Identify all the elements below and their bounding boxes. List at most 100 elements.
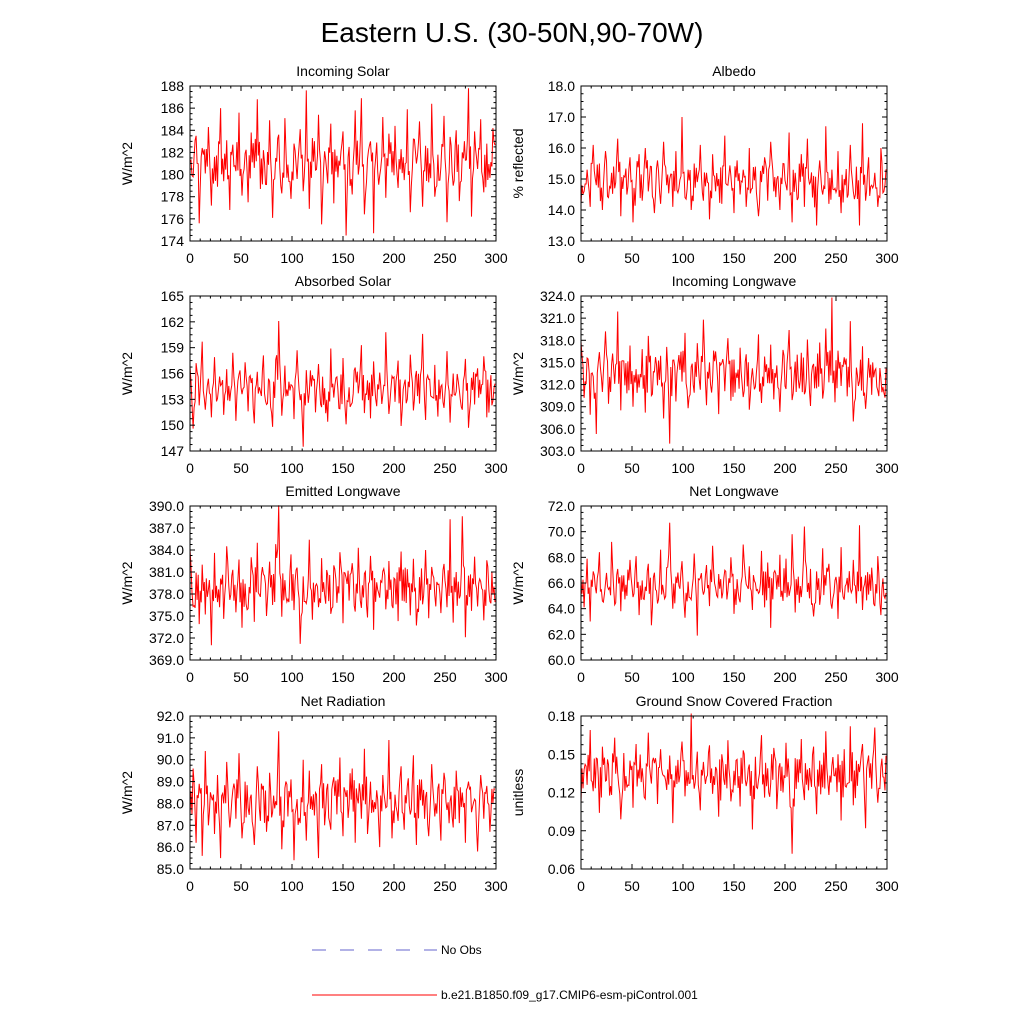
- xtick-label-ground-snow-covered-fraction: 200: [773, 878, 797, 894]
- panel-ground-snow-covered-fraction: Ground Snow Covered Fraction unitless 0 50 1…: [510, 693, 899, 894]
- xtick-label-incoming-solar: 50: [233, 250, 249, 266]
- series-line-net-longwave: [580, 522, 887, 636]
- xtick-label-absorbed-solar: 0: [186, 460, 194, 476]
- xtick-label-incoming-solar: 250: [433, 250, 457, 266]
- ytick-label-net-radiation: 89.0: [157, 774, 184, 790]
- ytick-label-absorbed-solar: 147: [161, 443, 185, 459]
- xtick-label-net-longwave: 250: [824, 669, 848, 685]
- ytick-label-incoming-solar: 186: [161, 100, 185, 116]
- figure-title: Eastern U.S. (30-50N,90-70W): [321, 17, 704, 48]
- xtick-label-incoming-solar: 100: [280, 250, 304, 266]
- panel-ylabel-ground-snow-covered-fraction: unitless: [510, 769, 526, 816]
- plot-frame-net-radiation: [189, 715, 497, 870]
- xtick-label-net-longwave: 50: [624, 669, 640, 685]
- ytick-label-emitted-longwave: 390.0: [149, 498, 184, 514]
- ytick-label-emitted-longwave: 378.0: [149, 586, 184, 602]
- ytick-label-net-longwave: 64.0: [548, 601, 575, 617]
- panels-group: Incoming Solar W/m^2 0 50 100 150 200 250 300 174…: [119, 63, 899, 894]
- ytick-label-emitted-longwave: 387.0: [149, 520, 184, 536]
- ytick-label-albedo: 15.0: [548, 171, 575, 187]
- xtick-label-emitted-longwave: 50: [233, 669, 249, 685]
- ytick-label-absorbed-solar: 156: [161, 366, 185, 382]
- xtick-label-ground-snow-covered-fraction: 0: [577, 878, 585, 894]
- ytick-label-ground-snow-covered-fraction: 0.09: [548, 823, 575, 839]
- xtick-label-absorbed-solar: 50: [233, 460, 249, 476]
- xtick-label-incoming-longwave: 0: [577, 460, 585, 476]
- legend-label-model: b.e21.B1850.f09_g17.CMIP6-esm-piControl.…: [441, 988, 698, 1002]
- panel-incoming-longwave: Incoming Longwave W/m^2 0 50 100 150 200 250 300…: [510, 273, 899, 476]
- ytick-label-net-longwave: 72.0: [548, 498, 575, 514]
- ytick-label-net-radiation: 90.0: [157, 752, 184, 768]
- xtick-label-albedo: 0: [577, 250, 585, 266]
- ytick-label-emitted-longwave: 384.0: [149, 542, 184, 558]
- ytick-label-net-longwave: 62.0: [548, 626, 575, 642]
- ytick-label-albedo: 17.0: [548, 109, 575, 125]
- panel-net-longwave: Net Longwave W/m^2 0 50 100 150 200 250 300 60.0 6…: [510, 483, 899, 685]
- series-line-ground-snow-covered-fraction: [580, 713, 887, 854]
- ytick-label-net-radiation: 85.0: [157, 861, 184, 877]
- panel-title-emitted-longwave: Emitted Longwave: [285, 483, 400, 499]
- xtick-label-ground-snow-covered-fraction: 50: [624, 878, 640, 894]
- xtick-label-albedo: 100: [671, 250, 695, 266]
- ytick-label-net-radiation: 87.0: [157, 817, 184, 833]
- series-line-albedo: [580, 116, 887, 226]
- panel-title-net-longwave: Net Longwave: [689, 483, 779, 499]
- xtick-label-net-radiation: 150: [331, 878, 355, 894]
- ytick-label-absorbed-solar: 159: [161, 340, 185, 356]
- xtick-label-incoming-solar: 0: [186, 250, 194, 266]
- xtick-label-incoming-longwave: 150: [722, 460, 746, 476]
- xtick-label-net-longwave: 200: [773, 669, 797, 685]
- ytick-label-net-radiation: 86.0: [157, 839, 184, 855]
- panel-title-net-radiation: Net Radiation: [301, 693, 386, 709]
- panel-ylabel-net-radiation: W/m^2: [119, 771, 135, 814]
- panel-incoming-solar: Incoming Solar W/m^2 0 50 100 150 200 250 300 174…: [119, 63, 508, 266]
- ytick-label-net-radiation: 91.0: [157, 730, 184, 746]
- ytick-label-incoming-solar: 188: [161, 78, 185, 94]
- xtick-label-emitted-longwave: 250: [433, 669, 457, 685]
- panel-title-absorbed-solar: Absorbed Solar: [295, 273, 392, 289]
- xtick-label-incoming-longwave: 100: [671, 460, 695, 476]
- ytick-label-ground-snow-covered-fraction: 0.12: [548, 785, 575, 801]
- ytick-label-ground-snow-covered-fraction: 0.18: [548, 708, 575, 724]
- ytick-label-net-longwave: 70.0: [548, 524, 575, 540]
- xtick-label-absorbed-solar: 150: [331, 460, 355, 476]
- xtick-label-net-longwave: 0: [577, 669, 585, 685]
- ytick-label-incoming-longwave: 309.0: [540, 399, 575, 415]
- ytick-label-albedo: 16.0: [548, 140, 575, 156]
- ytick-label-net-longwave: 60.0: [548, 652, 575, 668]
- legend: No Obs b.e21.B1850.f09_g17.CMIP6-esm-piC…: [312, 943, 698, 1002]
- ytick-label-incoming-longwave: 312.0: [540, 377, 575, 393]
- xtick-label-emitted-longwave: 150: [331, 669, 355, 685]
- xtick-label-net-longwave: 300: [875, 669, 899, 685]
- xtick-label-net-radiation: 100: [280, 878, 304, 894]
- panel-ylabel-incoming-longwave: W/m^2: [510, 352, 526, 395]
- xtick-label-net-longwave: 100: [671, 669, 695, 685]
- panel-title-incoming-solar: Incoming Solar: [296, 63, 390, 79]
- ytick-label-emitted-longwave: 369.0: [149, 652, 184, 668]
- panel-net-radiation: Net Radiation W/m^2 0 50 100 150 200 250 300 85.0…: [119, 693, 508, 894]
- series-line-emitted-longwave: [189, 505, 496, 646]
- xtick-label-incoming-solar: 200: [382, 250, 406, 266]
- xtick-label-ground-snow-covered-fraction: 150: [722, 878, 746, 894]
- xtick-label-incoming-solar: 150: [331, 250, 355, 266]
- panel-albedo: Albedo % reflected 0 50 100 150 200 250 300 13.0 1…: [510, 63, 899, 266]
- ytick-label-incoming-longwave: 315.0: [540, 354, 575, 370]
- xtick-label-net-radiation: 250: [433, 878, 457, 894]
- xtick-label-incoming-longwave: 50: [624, 460, 640, 476]
- xtick-label-ground-snow-covered-fraction: 100: [671, 878, 695, 894]
- xtick-label-net-radiation: 50: [233, 878, 249, 894]
- xtick-label-incoming-solar: 300: [484, 250, 508, 266]
- panel-absorbed-solar: Absorbed Solar W/m^2 0 50 100 150 200 250 300 147…: [119, 273, 508, 476]
- xtick-label-albedo: 50: [624, 250, 640, 266]
- ytick-label-net-longwave: 68.0: [548, 549, 575, 565]
- ytick-label-incoming-longwave: 303.0: [540, 443, 575, 459]
- xtick-label-emitted-longwave: 0: [186, 669, 194, 685]
- panel-title-incoming-longwave: Incoming Longwave: [672, 273, 797, 289]
- plot-frame-albedo: [580, 85, 888, 242]
- series-line-net-radiation: [189, 731, 496, 861]
- ytick-label-absorbed-solar: 162: [161, 314, 185, 330]
- ytick-label-net-radiation: 88.0: [157, 795, 184, 811]
- panel-title-albedo: Albedo: [712, 63, 756, 79]
- xtick-label-emitted-longwave: 200: [382, 669, 406, 685]
